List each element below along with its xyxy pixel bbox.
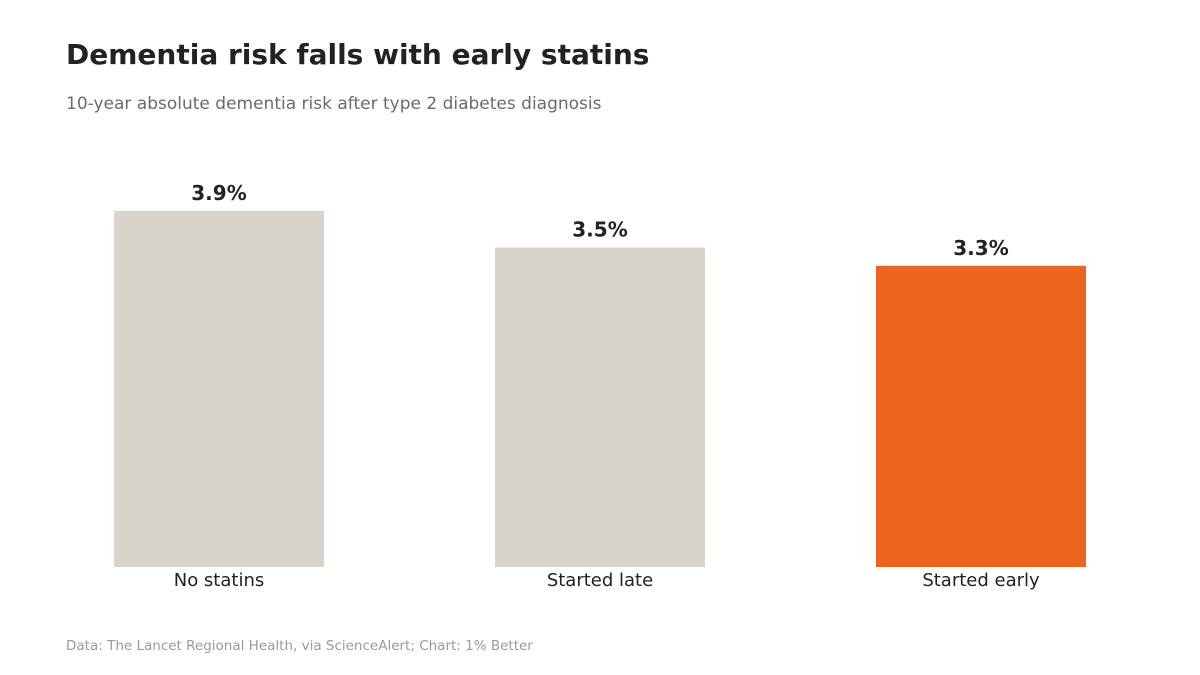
category-label: Started late [547,570,653,591]
chart-subtitle: 10-year absolute dementia risk after typ… [66,94,602,114]
bar-started-early [876,265,1086,567]
value-label: 3.3% [953,236,1008,260]
bar-no-statins [114,211,324,567]
bar-chart: 3.9% No statins 3.5% Started late 3.3% Starte… [114,181,1086,591]
value-label: 3.5% [572,218,627,242]
category-label: No statins [174,570,265,591]
category-label: Started early [922,570,1040,591]
source-note: Data: The Lancet Regional Health, via Sc… [66,638,533,654]
bar-started-late [495,247,705,567]
chart-title: Dementia risk falls with early statins [66,38,650,71]
value-label: 3.9% [191,181,246,205]
